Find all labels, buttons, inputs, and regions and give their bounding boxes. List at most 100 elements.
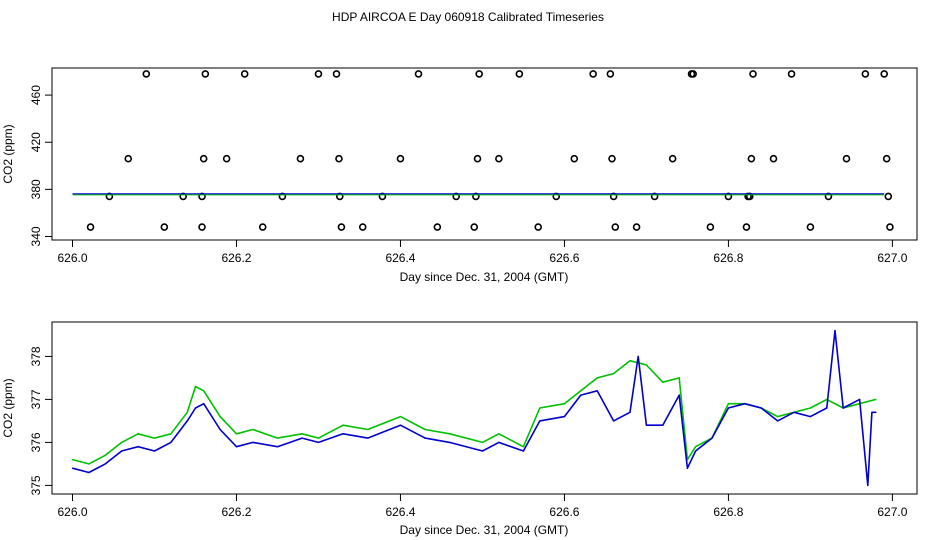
bottom-series-point-2: [859, 398, 861, 400]
bottom-series-point-1: [88, 463, 90, 465]
bottom-x-tick-label: 627.0: [877, 505, 907, 519]
bottom-series-point-2: [875, 411, 877, 413]
top-outlier-point: [882, 154, 891, 163]
bottom-x-tick-label: 626.8: [713, 505, 743, 519]
bottom-series-point-1: [153, 437, 156, 439]
bottom-series-point-2: [194, 407, 197, 409]
bottom-series-point-2: [613, 420, 615, 422]
bottom-y-tick-label: 377: [29, 389, 43, 409]
top-outlier-point: [668, 154, 677, 163]
bottom-series-point-2: [539, 420, 541, 422]
bottom-series-point-2: [826, 407, 828, 409]
bottom-series-point-1: [645, 364, 648, 366]
bottom-series-point-2: [367, 437, 369, 439]
top-outlier-point: [124, 154, 133, 163]
top-axis-ticks: 626.0 626.2 626.4 626.6 626.8 627.0 340 380 420 4…: [29, 85, 908, 265]
bottom-series-point-1: [276, 437, 279, 439]
bottom-series-point-1: [137, 433, 139, 435]
top-outlier-point: [534, 223, 543, 231]
bottom-series-point-1: [235, 433, 238, 435]
bottom-series-point-1: [498, 433, 500, 435]
bottom-series-point-2: [867, 484, 869, 486]
bottom-series-point-1: [662, 381, 664, 383]
top-outlier-point: [332, 70, 341, 78]
bottom-series-point-1: [121, 441, 123, 443]
bottom-series-point-1: [539, 407, 541, 409]
bottom-series-point-1: [777, 416, 779, 418]
top-x-tick-label: 626.8: [713, 251, 743, 265]
bottom-series-point-1: [104, 454, 106, 456]
chart-title: HDP AIRCOA E Day 060918 Calibrated Times…: [332, 10, 604, 24]
top-x-tick-label: 627.0: [877, 251, 907, 265]
bottom-series-point-2: [301, 437, 303, 439]
top-outlier-point: [198, 223, 206, 231]
bottom-series-point-1: [342, 424, 344, 426]
bottom-series-point-2: [219, 428, 221, 431]
top-outlier-point: [495, 154, 503, 163]
top-outlier-point: [570, 154, 579, 163]
bottom-y-axis-title: CO2 (ppm): [1, 378, 15, 437]
top-outlier-point: [515, 70, 524, 78]
bottom-y-tick-label: 378: [29, 346, 43, 366]
bottom-series-point-1: [252, 428, 254, 431]
bottom-series-point-2: [645, 424, 648, 426]
bottom-series-point-1: [203, 390, 205, 392]
top-outlier-point: [787, 70, 796, 78]
bottom-series-point-1: [71, 459, 74, 461]
bottom-series-point-1: [727, 403, 730, 405]
top-x-tick-label: 626.6: [549, 251, 579, 265]
top-outlier-point: [689, 70, 697, 78]
bottom-x-tick-label: 626.6: [549, 505, 579, 519]
top-outlier-point: [396, 154, 405, 163]
bottom-series-point-2: [629, 411, 631, 413]
top-outlier-point: [880, 70, 889, 78]
bottom-series-point-2: [424, 437, 426, 439]
bottom-series-point-2: [727, 407, 730, 409]
top-y-tick-label: 340: [29, 226, 43, 246]
top-outlier-point: [86, 223, 95, 231]
bottom-series-point-2: [596, 390, 598, 392]
bottom-x-tick-label: 626.4: [385, 505, 415, 519]
top-x-tick-label: 626.2: [221, 251, 251, 265]
top-x-tick-label: 626.4: [385, 251, 415, 265]
bottom-y-tick-label: 376: [29, 432, 43, 452]
bottom-series-point-1: [809, 407, 812, 409]
bottom-series-point-2: [777, 420, 779, 422]
bottom-series-point-2: [252, 441, 254, 443]
bottom-series-point-1: [580, 390, 582, 392]
top-outlier-point: [414, 70, 423, 78]
top-outlier-point: [201, 70, 210, 78]
top-outlier-point: [589, 70, 597, 78]
bottom-series-point-1: [301, 433, 303, 435]
bottom-series-point-2: [481, 450, 484, 452]
bottom-series-point-2: [662, 424, 664, 426]
bottom-series-point-1: [613, 373, 615, 375]
top-outlier-point: [433, 223, 442, 231]
bottom-series-point-2: [104, 463, 106, 465]
bottom-series-point-1: [186, 411, 188, 413]
top-y-axis-title: CO2 (ppm): [1, 124, 15, 183]
top-outlier-point: [861, 70, 870, 78]
top-outlier-point: [222, 154, 231, 163]
top-outlier-point: [160, 223, 169, 231]
top-outlier-point: [335, 154, 343, 163]
top-outlier-point: [142, 70, 151, 78]
top-panel: 626.0 626.2 626.4 626.6 626.8 627.0 340 380 420 4…: [1, 67, 918, 284]
top-outlier-point: [606, 70, 615, 78]
bottom-plot-frame: [51, 321, 918, 495]
bottom-series-point-1: [629, 360, 631, 362]
top-x-axis-title: Day since Dec. 31, 2004 (GMT): [400, 270, 569, 284]
bottom-series-point-1: [875, 398, 877, 400]
bottom-series-point-2: [121, 450, 123, 452]
top-outlier-point: [769, 154, 778, 163]
top-outlier-point: [747, 154, 756, 163]
bottom-series-point-2: [88, 471, 90, 474]
bottom-series-point-2: [449, 441, 451, 443]
bottom-series-point-2: [637, 355, 639, 357]
bottom-series-point-2: [71, 467, 74, 469]
bottom-series-point-2: [498, 441, 500, 443]
bottom-series-point-2: [834, 330, 836, 332]
top-outlier-point: [470, 223, 479, 231]
bottom-series-point-2: [809, 416, 812, 418]
